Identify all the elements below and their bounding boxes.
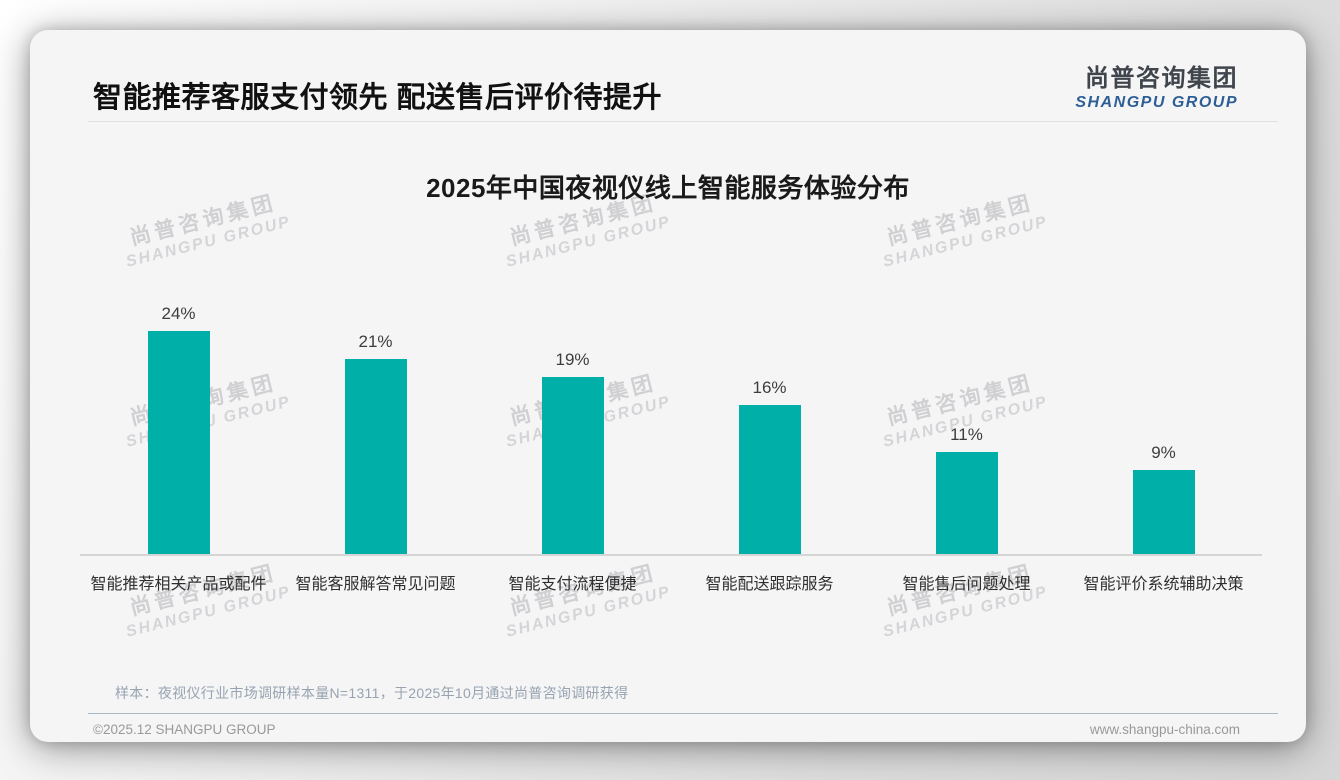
header-divider	[88, 121, 1278, 122]
bar-group: 19%	[474, 350, 671, 554]
bar-value-label: 9%	[1151, 443, 1176, 462]
bar-category-label: 智能配送跟踪服务	[705, 576, 834, 593]
bar-value-label: 19%	[555, 350, 590, 369]
chart-plot: 24% 21% 19% 16% 11% 9%	[80, 284, 1262, 556]
bar	[1132, 470, 1195, 554]
slide-card: 尚普咨询集团 SHANGPU GROUP 尚普咨询集团 SHANGPU GROUP 尚普…	[30, 30, 1306, 742]
bar-value-label: 24%	[161, 304, 196, 323]
bar-value-label: 21%	[358, 332, 393, 351]
sample-footnote: 样本：夜视仪行业市场调研样本量N=1311，于2025年10月通过尚普咨询调研获…	[115, 685, 629, 701]
bar	[147, 331, 210, 554]
bar-category-label: 智能售后问题处理	[902, 576, 1031, 593]
watermark-english: SHANGPU GROUP	[504, 213, 673, 271]
brand-logo-english: SHANGPU GROUP	[1075, 94, 1238, 111]
bar-category-label: 智能支付流程便捷	[508, 576, 637, 593]
bar	[738, 405, 801, 554]
bar-category-label: 智能推荐相关产品或配件	[90, 576, 267, 593]
page-title: 智能推荐客服支付领先 配送售后评价待提升	[93, 82, 663, 114]
watermark-english: SHANGPU GROUP	[881, 213, 1050, 271]
bar-group: 24%	[80, 304, 277, 554]
bar-value-label: 11%	[950, 425, 983, 444]
bar-group: 11%	[868, 425, 1065, 554]
footer-bar: ©2025.12 SHANGPU GROUP www.shangpu-china…	[93, 722, 1240, 737]
brand-logo: 尚普咨询集团 SHANGPU GROUP	[1075, 58, 1238, 112]
bar	[344, 359, 407, 554]
copyright-text: ©2025.12 SHANGPU GROUP	[93, 722, 276, 737]
website-url: www.shangpu-china.com	[1089, 722, 1240, 737]
bar	[935, 452, 998, 554]
bar-group: 9%	[1065, 443, 1262, 554]
bar-group: 21%	[277, 332, 474, 554]
watermark-english: SHANGPU GROUP	[124, 213, 293, 271]
bar	[541, 377, 604, 554]
bar-value-label: 16%	[752, 378, 787, 397]
brand-logo-chinese: 尚普咨询集团	[1085, 65, 1238, 92]
chart-categories: 智能推荐相关产品或配件 智能客服解答常见问题 智能支付流程便捷 智能配送跟踪服务 智能售…	[80, 570, 1262, 594]
bar-category-label: 智能客服解答常见问题	[295, 576, 456, 593]
bar-group: 16%	[671, 378, 868, 554]
bar-category-label: 智能评价系统辅助决策	[1083, 576, 1244, 593]
chart-title: 2025年中国夜视仪线上智能服务体验分布	[426, 173, 910, 203]
footer-divider	[88, 713, 1278, 714]
